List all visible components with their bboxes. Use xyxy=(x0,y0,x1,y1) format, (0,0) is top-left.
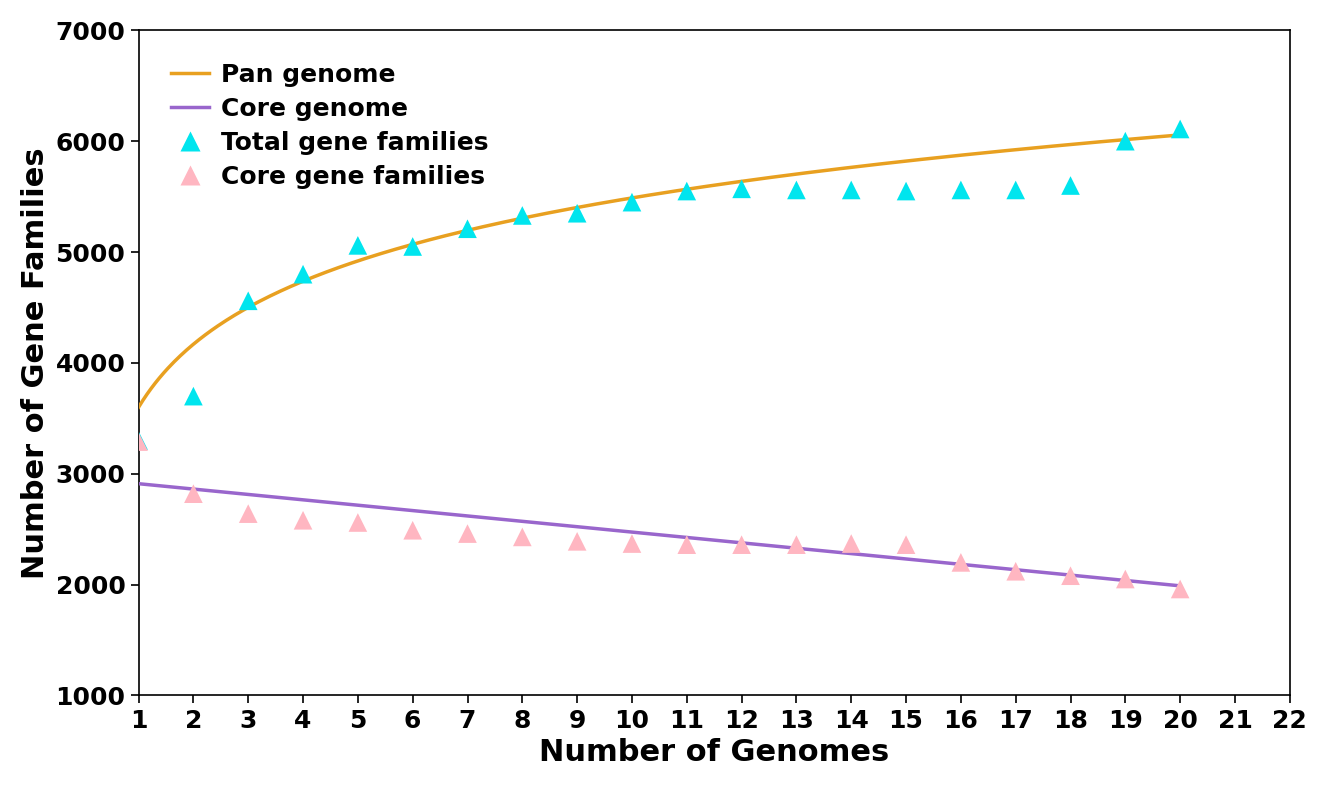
Point xyxy=(730,183,752,195)
Point xyxy=(1060,570,1081,582)
Point xyxy=(1060,179,1081,191)
Point xyxy=(622,537,643,550)
Point xyxy=(1114,135,1135,147)
Point xyxy=(676,184,697,197)
Point xyxy=(347,516,368,529)
Point xyxy=(183,487,205,500)
Point xyxy=(511,530,533,543)
Point xyxy=(622,196,643,209)
Point xyxy=(730,538,752,551)
Point xyxy=(347,239,368,251)
Point xyxy=(292,514,313,526)
Point xyxy=(127,434,149,447)
Point xyxy=(127,435,149,448)
Point xyxy=(1005,565,1027,578)
Point xyxy=(567,535,588,548)
Point xyxy=(1170,123,1191,136)
Point xyxy=(238,507,259,520)
Point xyxy=(676,538,697,551)
Point xyxy=(457,222,478,235)
Point xyxy=(841,537,862,550)
Point xyxy=(292,268,313,281)
Point xyxy=(786,538,807,551)
Point xyxy=(1114,573,1135,585)
Point xyxy=(951,556,972,569)
Point xyxy=(895,184,916,197)
Point xyxy=(511,209,533,221)
Point xyxy=(238,295,259,307)
Point xyxy=(951,184,972,196)
Point xyxy=(1005,184,1027,196)
Point xyxy=(457,527,478,540)
Legend: Pan genome, Core genome, Total gene families, Core gene families: Pan genome, Core genome, Total gene fami… xyxy=(151,43,509,209)
Point xyxy=(183,390,205,403)
Point xyxy=(1170,582,1191,595)
Point xyxy=(402,524,424,537)
Point xyxy=(786,184,807,196)
Point xyxy=(841,184,862,196)
Point xyxy=(402,240,424,253)
X-axis label: Number of Genomes: Number of Genomes xyxy=(539,738,890,768)
Point xyxy=(895,538,916,551)
Y-axis label: Number of Gene Families: Number of Gene Families xyxy=(21,147,50,578)
Point xyxy=(567,207,588,220)
